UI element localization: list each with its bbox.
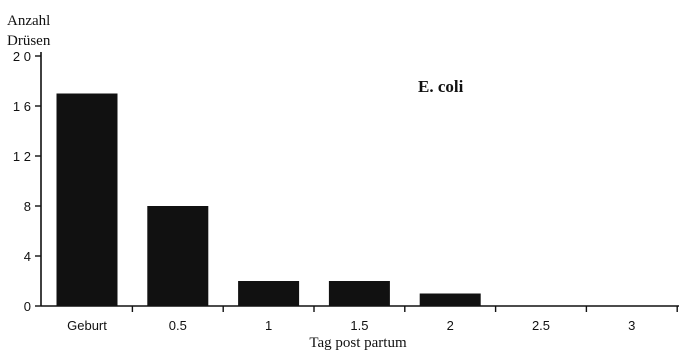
bar [147, 206, 209, 306]
bar [328, 281, 390, 306]
x-tick-label: 2 [447, 318, 454, 333]
y-tick-label: 1 2 [13, 149, 31, 164]
x-tick-label: 1.5 [350, 318, 368, 333]
x-tick-label: 0.5 [169, 318, 187, 333]
x-tick-label: 3 [628, 318, 635, 333]
bar [56, 93, 118, 306]
series-annotation: E. coli [418, 77, 464, 96]
x-axis-label: Tag post partum [309, 335, 407, 351]
x-axis-ticks: Geburt 0.5 1 1.5 2 2.5 3 [67, 306, 678, 333]
y-tick-label: 8 [24, 199, 31, 214]
x-tick-label: 1 [265, 318, 272, 333]
y-axis-label-line1: Anzahl [7, 13, 50, 29]
x-tick-label: Geburt [67, 318, 107, 333]
y-tick-label: 1 6 [13, 99, 31, 114]
bars-group [56, 93, 481, 306]
bar [419, 293, 481, 306]
bar [238, 281, 300, 306]
x-tick-label: 2.5 [532, 318, 550, 333]
y-tick-label: 2 0 [13, 49, 31, 64]
y-axis-label-line2: Drüsen [7, 33, 51, 49]
y-tick-label: 0 [24, 299, 31, 314]
y-tick-label: 4 [24, 249, 31, 264]
y-axis-ticks: 0 4 8 1 2 1 6 2 0 [13, 49, 41, 314]
